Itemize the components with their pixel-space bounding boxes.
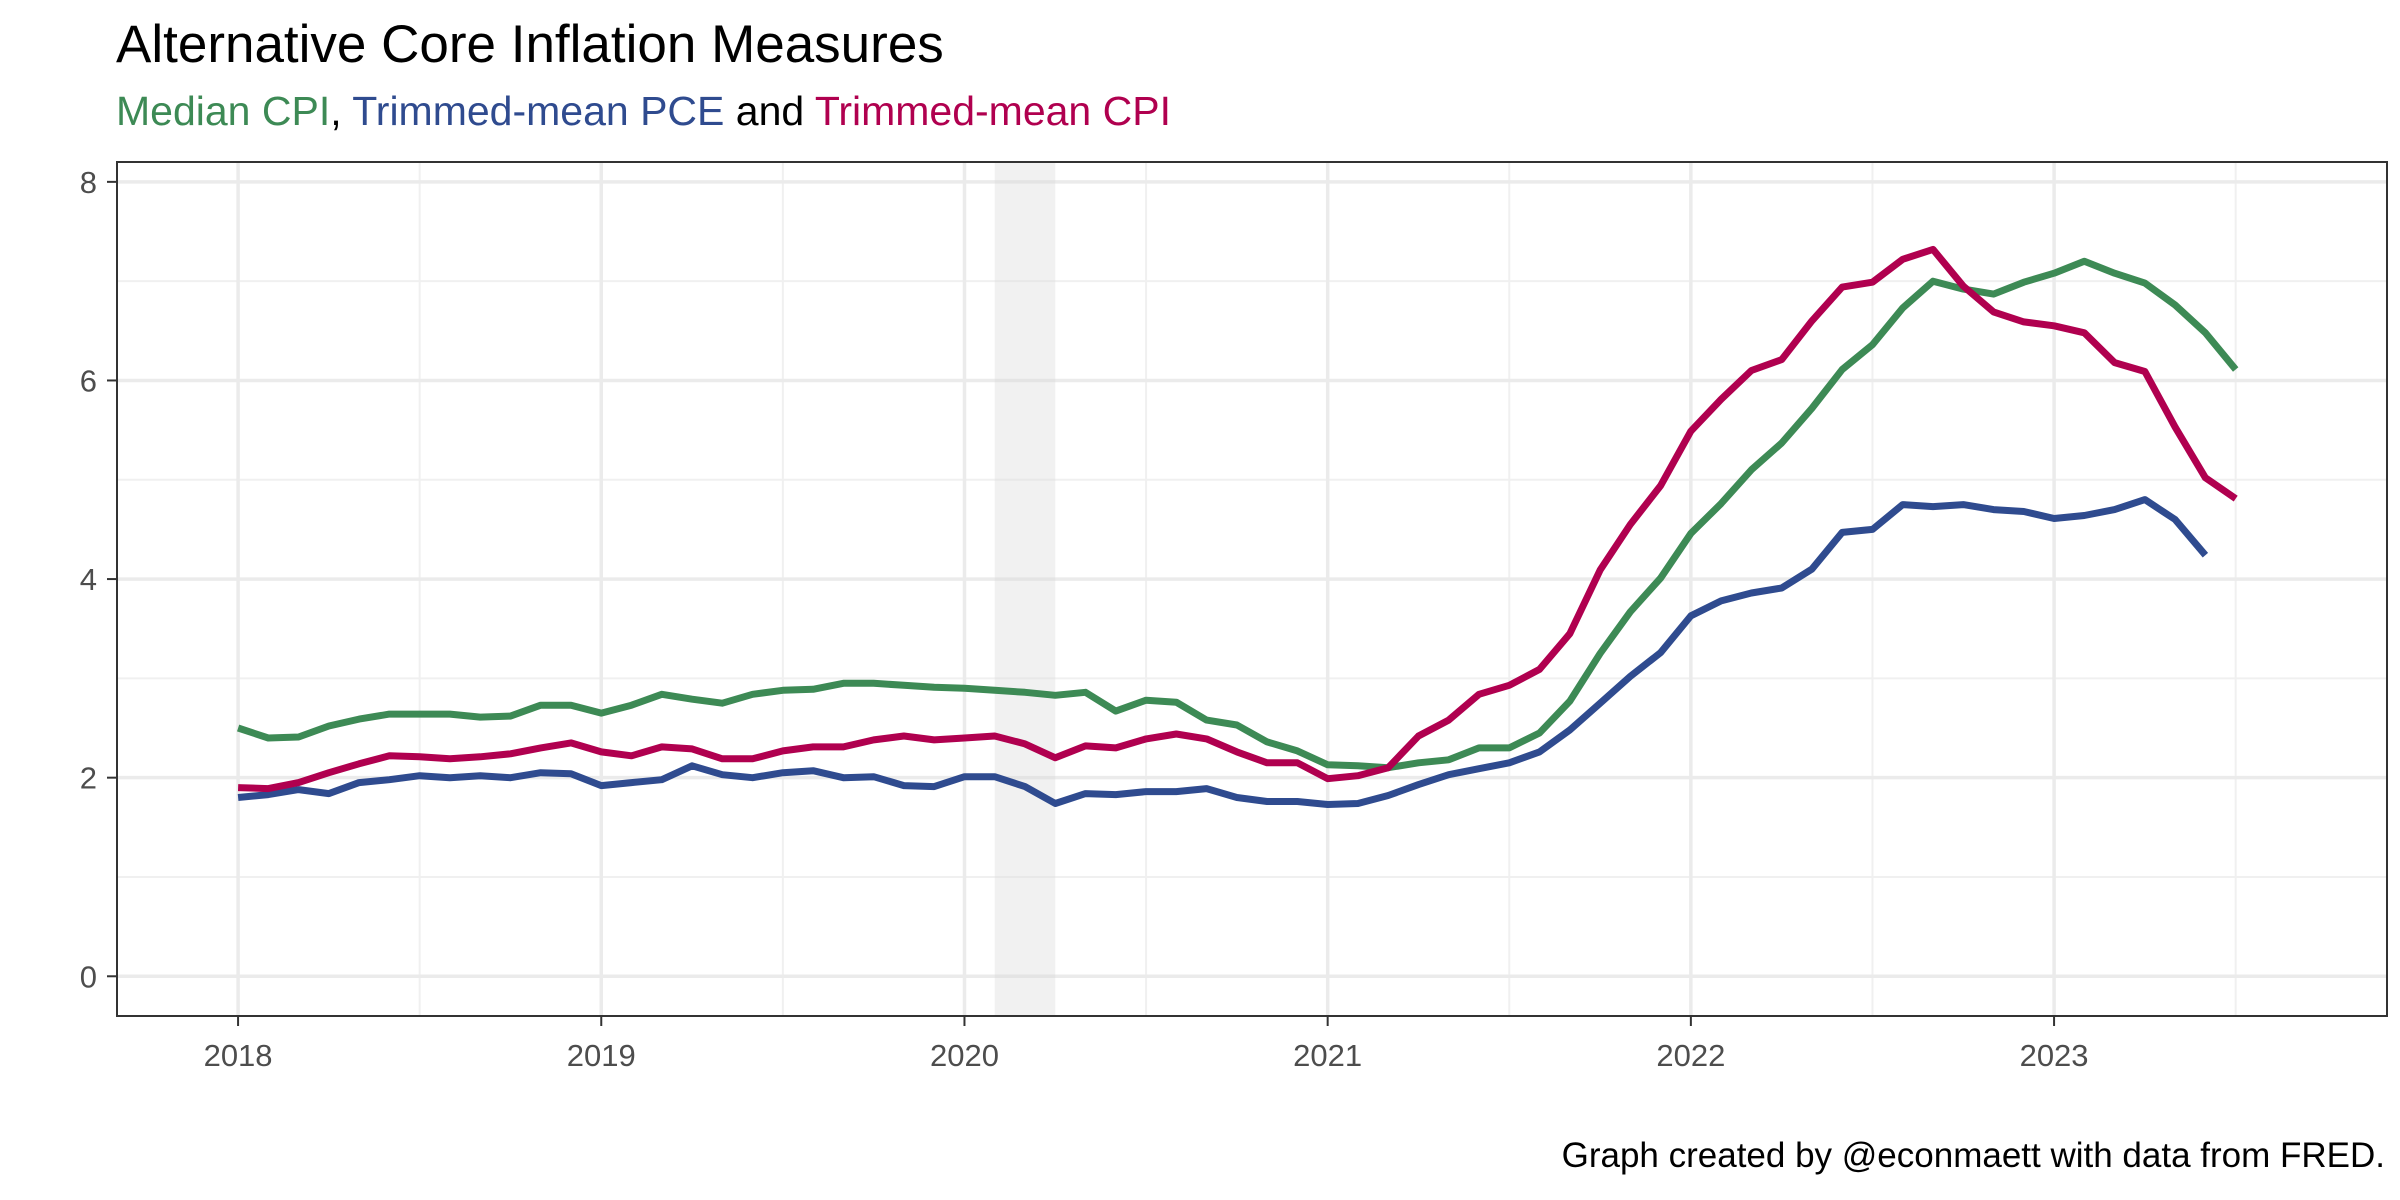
plot-panel — [117, 162, 2387, 1016]
x-tick-label: 2021 — [1293, 1038, 1362, 1073]
legend-trimmed-pce: Trimmed-mean PCE — [352, 88, 725, 134]
subtitle-separator: , — [330, 88, 353, 134]
plot-border — [116, 161, 2388, 1017]
series-trimmed-pce-line — [237, 496, 2209, 808]
legend-trimmed-cpi: Trimmed-mean CPI — [814, 88, 1171, 134]
legend-median-cpi: Median CPI — [116, 88, 331, 134]
series-median-cpi-line — [236, 257, 2239, 772]
x-tick-label: 2019 — [567, 1038, 636, 1073]
y-tick-label: 2 — [80, 761, 97, 796]
x-tick-label: 2020 — [930, 1038, 999, 1073]
y-tick-label: 4 — [80, 562, 97, 597]
x-tick-label: 2023 — [2020, 1038, 2089, 1073]
chart-title: Alternative Core Inflation Measures — [116, 15, 944, 74]
subtitle-separator: and — [724, 88, 815, 134]
y-tick-label: 6 — [80, 363, 97, 398]
y-tick-label: 8 — [80, 165, 97, 200]
chart-subtitle: Median CPI, Trimmed-mean PCE and Trimmed… — [116, 88, 1171, 135]
x-tick-label: 2018 — [204, 1038, 273, 1073]
series-trimmed-cpi-line — [237, 245, 2238, 793]
y-tick-label: 0 — [80, 959, 97, 994]
x-tick-label: 2022 — [1656, 1038, 1725, 1073]
recession-shading — [994, 162, 1056, 1016]
chart-caption: Graph created by @econmaett with data fr… — [1561, 1136, 2385, 1175]
